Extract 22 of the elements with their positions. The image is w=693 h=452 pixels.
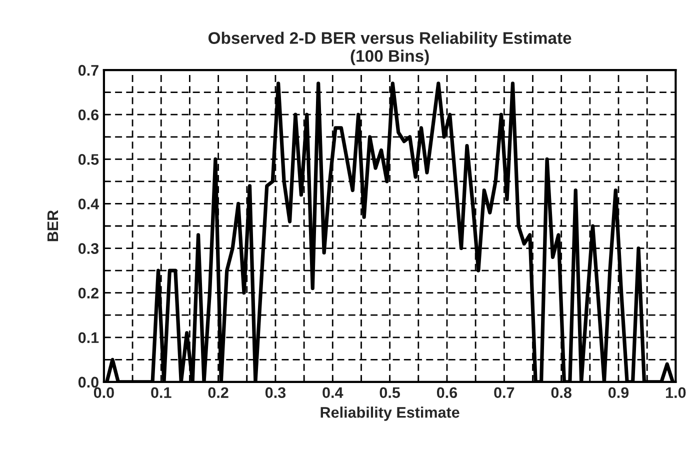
y-tick-label: 0.3 — [78, 243, 99, 254]
x-tick-label: 1.0 — [666, 387, 686, 398]
y-tick-label: 0.4 — [78, 198, 100, 210]
chart-title: Observed 2-D BER versus Reliability Estimate (100 Bins) — [208, 32, 572, 66]
y-tick-label: 0.7 — [78, 64, 98, 76]
y-tick-label: 0.5 — [78, 154, 99, 165]
y-tick-label: 0.2 — [78, 288, 98, 299]
x-tick-label: 0.7 — [494, 387, 514, 398]
x-axis-title: Reliability Estimate — [320, 406, 460, 421]
x-tick-label: 0.2 — [208, 387, 228, 398]
x-tick-label: 0.6 — [436, 387, 458, 398]
y-tick-label: 0.1 — [78, 332, 99, 344]
x-tick-label: 0.1 — [151, 387, 172, 398]
x-tick-label: 0.4 — [322, 387, 344, 398]
y-tick-label: 0.6 — [78, 109, 99, 120]
y-axis-title: BER — [48, 210, 58, 242]
x-tick-label: 0.5 — [380, 387, 400, 398]
x-tick-label: 0.0 — [94, 387, 114, 398]
x-tick-label: 0.8 — [551, 387, 572, 398]
y-tick-label: 0.0 — [78, 376, 98, 388]
x-tick-label: 0.3 — [265, 387, 286, 398]
x-tick-label: 0.9 — [608, 387, 629, 398]
